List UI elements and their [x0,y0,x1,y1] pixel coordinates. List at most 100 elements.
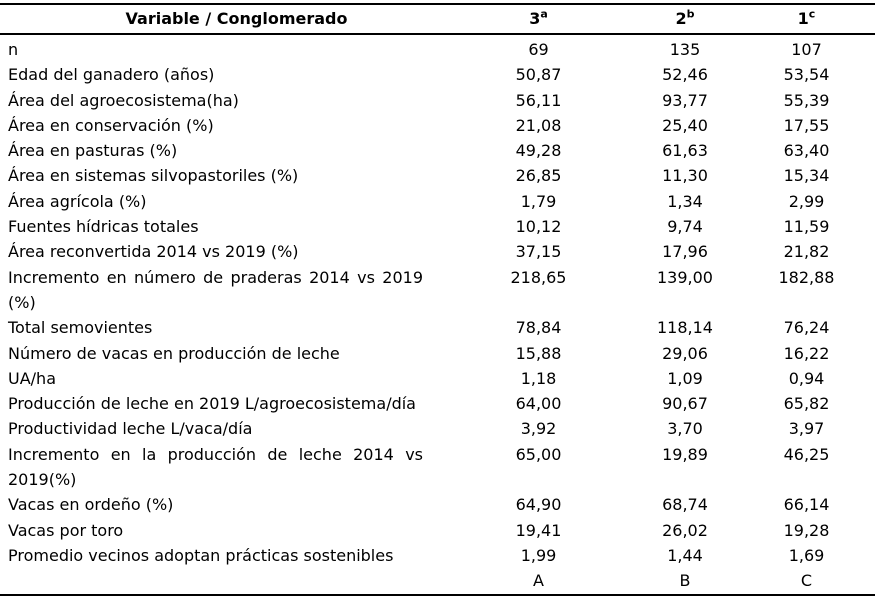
value-cell-c3: 56,11 [515,90,562,110]
value-cell-c3: 1,18 [520,368,557,388]
value-cell-c3: 37,15 [515,242,562,262]
value-cell-c2: 135 [669,40,701,59]
value-cell-c2: 1,09 [667,368,703,388]
value-cell-c3: 218,65 [510,267,567,287]
value-cell-c2: 17,96 [662,242,708,262]
cluster-letter-b: B [679,571,691,591]
value-cell-c3: 15,88 [515,343,562,363]
variable-cell: Vacas en ordeño (%) [8,495,174,515]
variable-cell: Producción de leche en 2019 L/agroecosis… [8,394,416,414]
value-cell-c1: 3,97 [788,419,825,439]
header-row: Variable / Conglomerado 3a 2b 1c [0,4,875,35]
table-row: Número de vacas en producción de leche 1… [0,341,875,366]
value-cell-c3: 69 [528,40,549,59]
value-cell-c3: 21,08 [515,115,562,135]
value-cell-c2: 61,63 [662,141,708,161]
value-cell-c1: 11,59 [783,217,830,237]
variable-cell: UA/ha [8,368,56,388]
variable-cell: Área agrícola (%) [8,191,147,211]
value-cell-c3: 1,99 [520,545,557,565]
variable-cell: Productividad leche L/vaca/día [8,419,253,439]
value-cell-c1: 46,25 [783,444,830,464]
cluster-letter-a: A [533,571,544,591]
variable-cell: Área en sistemas silvopastoriles (%) [8,166,299,186]
value-cell-c2: 139,00 [657,267,713,287]
table-row: Área agrícola (%) 1,79 1,34 2,99 [0,189,875,214]
value-cell-c2: 29,06 [662,343,708,363]
table-row: Vacas en ordeño (%) 64,90 68,74 66,14 [0,492,875,517]
value-cell-c1: 76,24 [783,318,830,338]
value-cell-c1: 17,55 [783,115,830,135]
table-row: Promedio vecinos adoptan prácticas soste… [0,543,875,568]
value-cell-c2: 118,14 [657,318,713,338]
header-sup-a: a [540,7,548,21]
value-cell-c1: 55,39 [783,90,830,110]
header-sup-b: b [686,7,695,21]
table-row: Área en sistemas silvopastoriles (%) 26,… [0,163,875,188]
table-row: Edad del ganadero (años) 50,87 52,46 53,… [0,62,875,87]
table-row: Área en pasturas (%) 49,28 61,63 63,40 [0,138,875,163]
table-row: Producción de leche en 2019 L/agroecosis… [0,391,875,416]
value-cell-c3: 10,12 [515,217,562,237]
value-cell-c3: 19,41 [515,520,562,540]
value-cell-c3: 65,00 [515,444,562,464]
value-cell-c1: 63,40 [783,141,830,161]
value-cell-c2: 68,74 [662,495,708,515]
variable-cell: n [8,40,19,59]
value-cell-c2: 25,40 [662,115,708,135]
value-cell-c2: 19,89 [662,444,708,464]
table-row: Incremento en número de praderas 2014 vs… [0,265,875,316]
table-row: Área reconvertida 2014 vs 2019 (%) 37,15… [0,239,875,264]
table-row: Productividad leche L/vaca/día 3,92 3,70… [0,416,875,441]
value-cell-c1: 182,88 [778,267,835,287]
value-cell-c3: 50,87 [515,65,562,85]
value-cell-c2: 1,44 [667,545,703,565]
value-cell-c2: 90,67 [662,394,708,414]
table-header: Variable / Conglomerado 3a 2b 1c [0,4,875,35]
variable-cell: Área en conservación (%) [8,115,214,135]
value-cell-c3: 1,79 [520,191,557,211]
value-cell-c2: 52,46 [662,65,708,85]
table-body: n 69 135 107 Edad del ganadero (años) 50… [0,34,875,595]
value-cell-c3: 3,92 [520,419,557,439]
variable-cell: Promedio vecinos adoptan prácticas soste… [8,545,394,565]
cluster-letters-row: A B C [0,568,875,594]
value-cell-c1: 65,82 [783,394,830,414]
variable-cell: Área reconvertida 2014 vs 2019 (%) [8,242,299,262]
value-cell-c2: 3,70 [667,419,703,439]
table-row: Vacas por toro 19,41 26,02 19,28 [0,518,875,543]
variable-cell-empty [0,568,473,594]
header-col-1c: 1c [766,4,875,35]
value-cell-c1: 66,14 [783,495,830,515]
variable-cell: Vacas por toro [8,520,124,540]
table-row: Incremento en la producción de leche 201… [0,442,875,493]
variable-cell: Área en pasturas (%) [8,141,178,161]
table-row: Área en conservación (%) 21,08 25,40 17,… [0,113,875,138]
variable-cell: Incremento en número de praderas 2014 vs… [8,267,423,312]
value-cell-c1: 107 [791,40,822,59]
cluster-letter-c: C [800,571,813,591]
table-row: UA/ha 1,18 1,09 0,94 [0,366,875,391]
value-cell-c3: 26,85 [515,166,562,186]
variable-cell: Área del agroecosistema(ha) [8,90,239,110]
value-cell-c1: 0,94 [788,368,825,388]
header-variable-conglomerado: Variable / Conglomerado [0,4,473,35]
cluster-variables-table: Variable / Conglomerado 3a 2b 1c n 69 13… [0,3,875,596]
value-cell-c1: 2,99 [788,191,825,211]
value-cell-c1: 19,28 [783,520,830,540]
value-cell-c2: 11,30 [662,166,708,186]
header-col-2b: 2b [604,4,766,35]
variable-cell: Número de vacas en producción de leche [8,343,340,363]
value-cell-c3: 78,84 [515,318,562,338]
header-col-3a: 3a [473,4,604,35]
table-row: Área del agroecosistema(ha) 56,11 93,77 … [0,88,875,113]
variable-cell: Fuentes hídricas totales [8,217,199,237]
variable-cell: Total semovientes [8,318,153,338]
table-row: Total semovientes 78,84 118,14 76,24 [0,315,875,340]
value-cell-c3: 64,00 [515,394,562,414]
value-cell-c1: 21,82 [783,242,830,262]
value-cell-c2: 93,77 [662,90,708,110]
table-row: Fuentes hídricas totales 10,12 9,74 11,5… [0,214,875,239]
value-cell-c3: 49,28 [515,141,562,161]
variable-cell: Edad del ganadero (años) [8,65,215,85]
